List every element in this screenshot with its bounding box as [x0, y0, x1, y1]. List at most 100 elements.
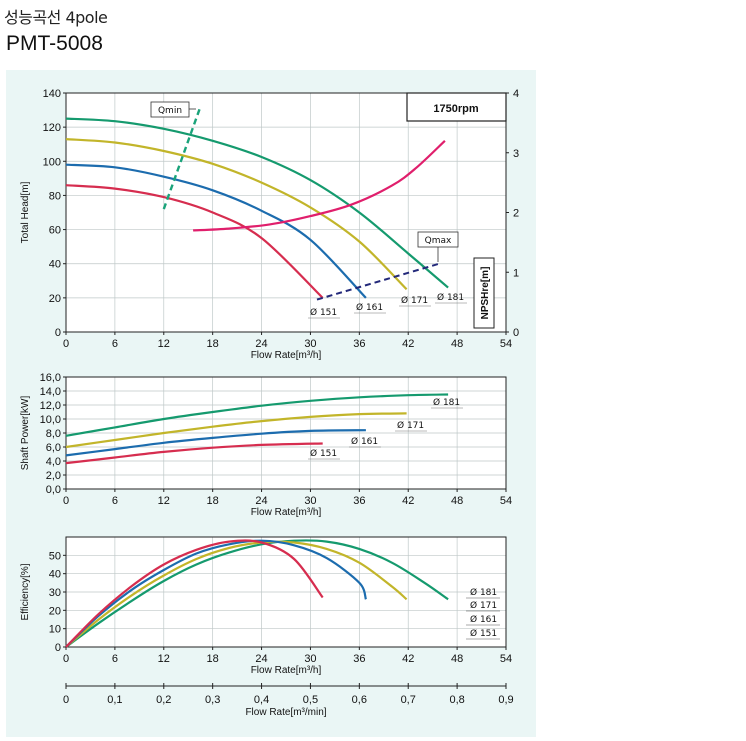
npsh-y-tick-label: 0	[513, 327, 519, 339]
head-y-tick-label: 60	[49, 225, 61, 237]
power-x-tick-label: 0	[63, 495, 69, 507]
power-y-tick-label: 6,0	[46, 442, 61, 454]
flow-min-x-tick-label: 0,3	[205, 694, 220, 706]
efficiency-x-tick-label: 6	[112, 653, 118, 665]
qmin-label: Qmin	[158, 106, 182, 116]
npsh-axis-label: NPSHre[m]	[480, 267, 491, 320]
flow-min-x-tick-label: 0,9	[498, 694, 513, 706]
power-series-line	[65, 429, 366, 457]
power-y-tick-label: 2,0	[46, 470, 61, 482]
head-y-tick-label: 0	[55, 327, 61, 339]
efficiency-series-label: Ø 181	[470, 587, 497, 598]
efficiency-series-label: Ø 171	[470, 600, 497, 611]
qmin-line	[162, 106, 202, 210]
head-series-line	[65, 138, 408, 291]
power-y-tick-label: 14,0	[40, 386, 61, 398]
head-x-tick-label: 42	[402, 338, 414, 350]
model-name: PMT-5008	[6, 32, 103, 55]
npsh-y-tick-label: 3	[513, 148, 519, 160]
efficiency-x-tick-label: 54	[500, 653, 512, 665]
power-x-tick-label: 30	[304, 495, 316, 507]
efficiency-x-tick-label: 36	[353, 653, 365, 665]
head-series-line	[65, 184, 324, 299]
efficiency-series-line	[65, 540, 408, 648]
efficiency-x-axis-label: Flow Rate[m³/h]	[251, 665, 322, 676]
efficiency-y-tick-label: 20	[49, 605, 61, 617]
head-y-tick-label: 40	[49, 259, 61, 271]
npsh-y-tick-label: 2	[513, 208, 519, 220]
head-y-tick-label: 20	[49, 293, 61, 305]
flow-min-x-tick-label: 0,4	[254, 694, 269, 706]
power-y-tick-label: 4,0	[46, 456, 61, 468]
efficiency-series-line	[65, 539, 367, 648]
head-x-tick-label: 12	[158, 338, 170, 350]
head-series-label: Ø 181	[437, 292, 464, 303]
efficiency-y-axis-label: Efficiency[%]	[20, 563, 31, 620]
efficiency-x-tick-label: 30	[304, 653, 316, 665]
head-x-axis-label: Flow Rate[m³/h]	[251, 350, 322, 361]
efficiency-y-tick-label: 30	[49, 587, 61, 599]
efficiency-x-tick-label: 18	[207, 653, 219, 665]
power-y-tick-label: 10,0	[40, 414, 61, 426]
head-x-tick-label: 24	[255, 338, 267, 350]
power-series-line	[65, 393, 449, 437]
head-x-tick-label: 18	[207, 338, 219, 350]
flow-min-x-tick-label: 0,5	[303, 694, 318, 706]
head-x-tick-label: 0	[63, 338, 69, 350]
power-series-label: Ø 151	[310, 448, 337, 459]
page-title: 성능곡선 4pole	[4, 8, 108, 27]
rpm-label: 1750rpm	[433, 103, 478, 115]
flow-min-x-tick-label: 0,1	[107, 694, 122, 706]
npsh-label-box	[473, 257, 495, 329]
efficiency-x-tick-label: 24	[255, 653, 267, 665]
power-x-tick-label: 54	[500, 495, 512, 507]
power-y-tick-label: 16,0	[40, 372, 61, 384]
head-series-label: Ø 171	[401, 295, 428, 306]
efficiency-series-line	[65, 539, 449, 648]
power-series-line	[65, 412, 407, 449]
power-x-tick-label: 24	[255, 495, 267, 507]
power-x-tick-label: 42	[402, 495, 414, 507]
power-series-label: Ø 171	[397, 420, 424, 431]
efficiency-x-tick-label: 48	[451, 653, 463, 665]
power-y-axis-label: Shaft Power[kW]	[20, 396, 31, 471]
head-y-tick-label: 120	[43, 122, 61, 134]
flow-min-x-tick-label: 0,6	[352, 694, 367, 706]
power-x-axis-label: Flow Rate[m³/h]	[251, 507, 322, 518]
efficiency-y-tick-label: 0	[55, 642, 61, 654]
head-series-label: Ø 161	[356, 302, 383, 313]
efficiency-x-tick-label: 0	[63, 653, 69, 665]
efficiency-series-label: Ø 161	[470, 614, 497, 625]
efficiency-series-line	[65, 539, 324, 648]
power-x-tick-label: 18	[207, 495, 219, 507]
power-series-label: Ø 181	[433, 397, 460, 408]
head-plot-area	[66, 93, 506, 332]
power-y-tick-label: 8,0	[46, 428, 61, 440]
npsh-y-tick-label: 4	[513, 88, 519, 100]
flow-min-x-tick-label: 0,8	[449, 694, 464, 706]
power-y-tick-label: 12,0	[40, 400, 61, 412]
qmax-label: Qmax	[425, 236, 452, 246]
head-y-tick-label: 140	[43, 88, 61, 100]
head-series-label: Ø 151	[310, 307, 337, 318]
head-x-tick-label: 48	[451, 338, 463, 350]
power-x-tick-label: 6	[112, 495, 118, 507]
power-x-tick-label: 36	[353, 495, 365, 507]
head-y-tick-label: 100	[43, 156, 61, 168]
power-x-tick-label: 12	[158, 495, 170, 507]
npsh-y-tick-label: 1	[513, 267, 519, 279]
qmax-line	[316, 262, 440, 301]
flow-min-x-axis-label: Flow Rate[m³/min]	[245, 707, 326, 718]
head-series-line	[65, 117, 449, 289]
efficiency-y-tick-label: 10	[49, 624, 61, 636]
power-series-label: Ø 161	[351, 436, 378, 447]
head-x-tick-label: 6	[112, 338, 118, 350]
head-x-tick-label: 54	[500, 338, 512, 350]
efficiency-y-tick-label: 40	[49, 569, 61, 581]
power-y-tick-label: 0,0	[46, 484, 61, 496]
power-x-tick-label: 48	[451, 495, 463, 507]
efficiency-x-tick-label: 12	[158, 653, 170, 665]
power-series-line	[65, 442, 323, 465]
head-x-tick-label: 36	[353, 338, 365, 350]
head-y-axis-label: Total Head[m]	[20, 181, 31, 243]
